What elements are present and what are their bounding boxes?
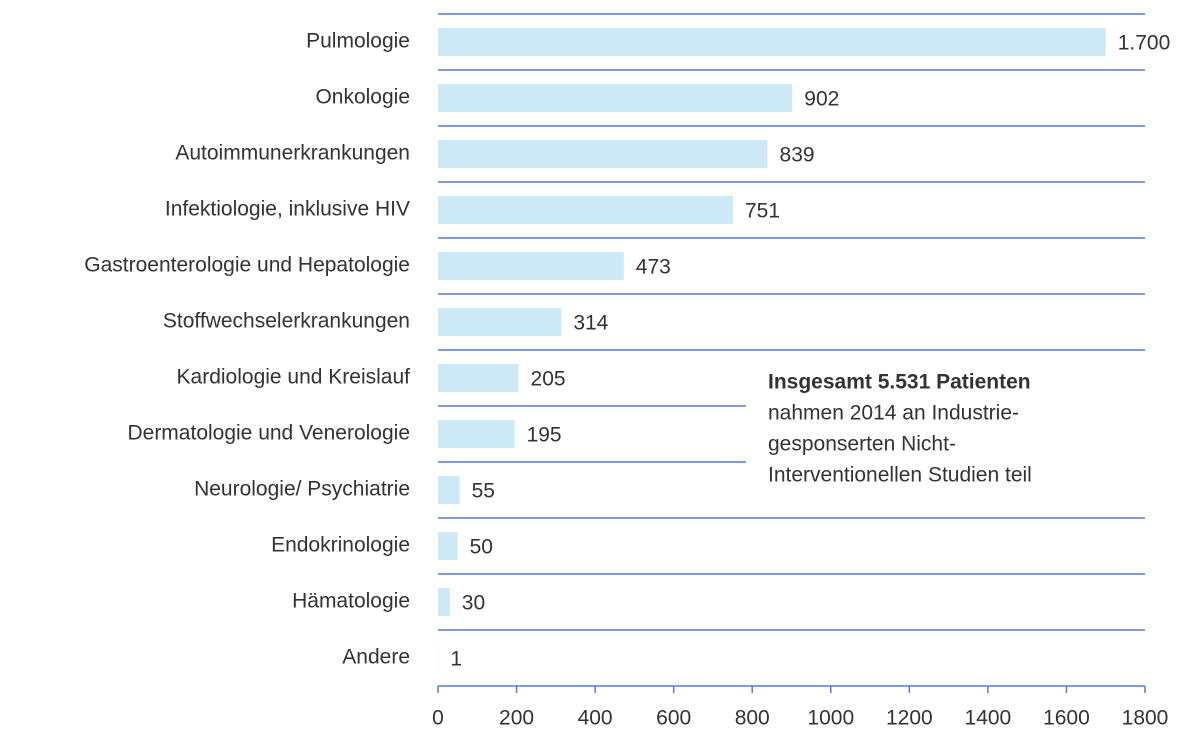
y-tick-label: Stoffwechselerkrankungen xyxy=(163,310,410,333)
data-label: 55 xyxy=(472,480,495,503)
bar xyxy=(438,588,450,616)
data-label: 1 xyxy=(450,648,462,671)
y-tick-label: Gastroenterologie und Hepatologie xyxy=(84,254,410,277)
data-label: 50 xyxy=(470,536,493,559)
bar xyxy=(438,28,1106,56)
bar xyxy=(438,476,460,504)
bar xyxy=(438,420,515,448)
x-tick-label: 1800 xyxy=(1122,707,1169,730)
data-label: 205 xyxy=(531,368,566,391)
data-label: 751 xyxy=(745,200,780,223)
x-tick-label: 800 xyxy=(735,707,770,730)
y-tick-label: Infektiologie, inklusive HIV xyxy=(165,198,410,221)
y-tick-label: Neurologie/ Psychiatrie xyxy=(194,478,410,501)
data-label: 195 xyxy=(527,424,562,447)
data-label: 902 xyxy=(804,88,839,111)
bar xyxy=(438,532,458,560)
y-tick-label: Hämatologie xyxy=(292,590,410,613)
y-tick-label: Andere xyxy=(342,646,410,669)
x-tick-label: 1200 xyxy=(886,707,933,730)
x-tick-label: 1000 xyxy=(807,707,854,730)
annotation-line: gesponserten Nicht- xyxy=(768,433,956,456)
x-tick-label: 400 xyxy=(578,707,613,730)
annotation-line: nahmen 2014 an Industrie- xyxy=(768,402,1019,425)
y-tick-label: Dermatologie und Venerologie xyxy=(127,422,410,445)
x-tick-label: 1600 xyxy=(1043,707,1090,730)
bar xyxy=(438,252,624,280)
y-tick-label: Pulmologie xyxy=(306,30,410,53)
x-tick-label: 600 xyxy=(656,707,691,730)
y-tick-label: Autoimmunerkrankungen xyxy=(175,142,410,165)
data-label: 473 xyxy=(636,256,671,279)
annotation-title: Insgesamt 5.531 Patienten xyxy=(768,371,1031,394)
x-tick-label: 200 xyxy=(499,707,534,730)
bar xyxy=(438,196,733,224)
bar xyxy=(438,140,768,168)
annotation-line: Interventionellen Studien teil xyxy=(768,464,1032,487)
data-label: 1.700 xyxy=(1118,32,1171,55)
data-label: 839 xyxy=(780,144,815,167)
bar xyxy=(438,364,519,392)
bar xyxy=(438,84,792,112)
x-tick-label: 0 xyxy=(432,707,444,730)
data-label: 30 xyxy=(462,592,485,615)
y-tick-label: Onkologie xyxy=(315,86,410,109)
x-tick-label: 1400 xyxy=(965,707,1012,730)
data-label: 314 xyxy=(573,312,608,335)
y-tick-label: Endokrinologie xyxy=(271,534,410,557)
y-tick-label: Kardiologie und Kreislauf xyxy=(177,366,411,389)
bar xyxy=(438,308,561,336)
